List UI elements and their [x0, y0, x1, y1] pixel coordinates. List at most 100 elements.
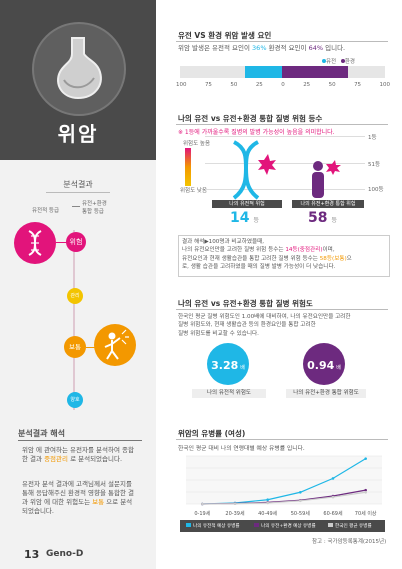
- factor-axis: 100 75 50 25 0 25 50 75 100: [176, 82, 390, 88]
- arrow-icon: [72, 206, 80, 207]
- level-line: [73, 230, 75, 410]
- gridline: [205, 136, 365, 137]
- section4-title: 위암의 유병률 (여성): [178, 429, 246, 438]
- divider: [46, 192, 110, 193]
- risk-low-label: 위험도 낮음: [180, 188, 208, 194]
- section3-title: 나의 유전 vs 유전+환경 통합 질병 위험도: [178, 299, 313, 308]
- factor-bar-env: [282, 66, 348, 78]
- legend-avg-swatch: [328, 523, 333, 527]
- legend-combined: 나의 유전+환경 예상 유병률: [254, 523, 316, 529]
- divider: [176, 124, 388, 125]
- data-point: [364, 457, 367, 460]
- axis-tick-4: 0: [281, 82, 285, 88]
- rank-1-label: 1등: [368, 135, 377, 141]
- chart-legend-bar: [180, 520, 385, 532]
- stomach-icon: [57, 37, 102, 100]
- page-number: 13: [24, 548, 40, 561]
- genetic-risk-circle: 3.28 배: [207, 343, 249, 385]
- divider: [18, 440, 142, 441]
- interpretation-paragraph-1: 위암 에 관여하는 유전자를 분석하여 종합한 결과 중점관리 로 분석되었습니…: [22, 446, 134, 463]
- legend-genetic: 나의 유전적 예상 유병률: [186, 523, 240, 529]
- data-point: [299, 490, 302, 494]
- dna-badge: [14, 222, 56, 264]
- series-line-2: [202, 491, 366, 505]
- data-point: [364, 490, 367, 494]
- axis-tick-1: 75: [204, 82, 212, 88]
- data-point: [201, 502, 204, 506]
- connector: [86, 347, 98, 348]
- page-title: 위암: [57, 122, 99, 146]
- axis-tick-0: 100: [176, 82, 187, 88]
- brand-logo: Geno-D: [46, 549, 84, 559]
- x-tick-label: 20-39세: [225, 510, 245, 517]
- axis-tick-8: 100: [379, 82, 391, 88]
- genetic-grade-label: 유전적 등급: [32, 208, 60, 214]
- level-high: 위험: [66, 232, 86, 252]
- axis-tick-6: 50: [328, 82, 336, 88]
- person-activity-icon: [104, 329, 129, 360]
- axis-tick-5: 25: [303, 82, 311, 88]
- section3-desc: 한국인 평균 질병 위험도인 1.00배에 대비하여, 나의 유전요인만을 고려…: [178, 314, 351, 337]
- stomach-illustration: [32, 22, 126, 116]
- rank-explanation: 결과 해석▶100명과 비교하였을때, 나의 유전요인만을 고려한 질병 위험 …: [182, 239, 352, 271]
- x-tick-label: 60-69세: [323, 510, 343, 517]
- level-mid1: 관리: [67, 288, 83, 304]
- axis-tick-7: 75: [354, 82, 362, 88]
- combined-risk-tag: 나의 유전+환경 통합 위험: [292, 200, 364, 208]
- x-tick-label: 50-59세: [291, 510, 311, 517]
- legend-avg: 한국인 평균 유병률: [328, 523, 372, 529]
- section1-desc: 위암 발생은 유전적 요인이 36% 환경적 요인이 64% 입니다.: [178, 44, 346, 52]
- genetic-risk-tag: 나의 유전적 위험: [212, 200, 282, 208]
- legend-genetic-dot: [322, 59, 326, 63]
- section1-title: 유전 VS 환경 위암 발생 요인: [178, 31, 272, 40]
- combined-risk-circle: 0.94 배: [303, 343, 345, 385]
- interpretation-title: 분석결과 해석: [18, 429, 65, 438]
- x-tick-label: 70세 이상: [355, 510, 377, 517]
- genetic-risk-caption: 나의 유전적 위험도: [192, 389, 266, 398]
- x-tick-label: 0-19세: [194, 510, 210, 517]
- gridline: [205, 189, 365, 190]
- legend-env-dot: [340, 59, 345, 63]
- dna-icon: [28, 230, 42, 256]
- rank-100-label: 100등: [368, 187, 384, 193]
- connector: [56, 242, 68, 243]
- analysis-title: 분석결과: [63, 180, 93, 189]
- axis-tick-2: 50: [230, 82, 238, 88]
- section2-title: 나의 유전 vs 유전+환경 통합 질병 위험 등수: [178, 114, 323, 123]
- rank-51-label: 51등: [368, 162, 381, 168]
- divider: [176, 41, 388, 42]
- data-point: [364, 488, 367, 492]
- combined-grade-label: 유전+환경 통합 등급: [82, 201, 107, 215]
- section2-note: ※ 1등에 가까울수록 질병의 발병 가능성이 높음을 의미합니다.: [178, 129, 335, 136]
- divider: [176, 309, 388, 310]
- risk-gradient-bar: [185, 148, 191, 186]
- genetic-rank: 14 등: [230, 210, 260, 226]
- data-point: [266, 498, 269, 502]
- rank-explanation-box: [178, 235, 390, 277]
- data-point: [331, 495, 335, 499]
- data-point: [233, 502, 237, 506]
- legend-combined-swatch: [254, 523, 259, 527]
- data-point: [299, 499, 302, 503]
- section1-legend: 유전 환경: [322, 57, 355, 65]
- divider: [176, 439, 388, 440]
- axis-tick-3: 25: [255, 82, 263, 88]
- combined-rank: 58 등: [308, 210, 338, 226]
- prevalence-chart: 0-19세 20-39세 40-49세 50-59세 60-69세 70세 이상: [186, 455, 382, 517]
- x-tick-label: 40-49세: [258, 510, 278, 517]
- legend-genetic-swatch: [186, 523, 191, 527]
- person-badge: [94, 324, 136, 366]
- factor-bar-genetic: [245, 66, 282, 78]
- gridline: [205, 163, 365, 164]
- combined-risk-caption: 나의 유전+환경 통합 위험도: [286, 389, 366, 398]
- dna-helix-icon: [232, 140, 276, 200]
- data-source: 참고 : 국가암등록통계(2015년): [312, 539, 387, 545]
- person-risk-icon: [312, 160, 341, 198]
- data-point: [331, 477, 335, 480]
- risk-high-label: 위험도 높음: [183, 141, 211, 147]
- interpretation-paragraph-2: 유전자 분석 결과에 고객님께서 설문지를 통해 응답해주신 환경적 영향을 통…: [22, 480, 134, 515]
- data-point: [266, 501, 269, 505]
- section4-desc: 한국인 평균 대비 나의 연령대별 예상 유병률 입니다.: [178, 446, 305, 452]
- level-mid2: 보통: [64, 336, 86, 358]
- level-low: 양호: [67, 392, 83, 408]
